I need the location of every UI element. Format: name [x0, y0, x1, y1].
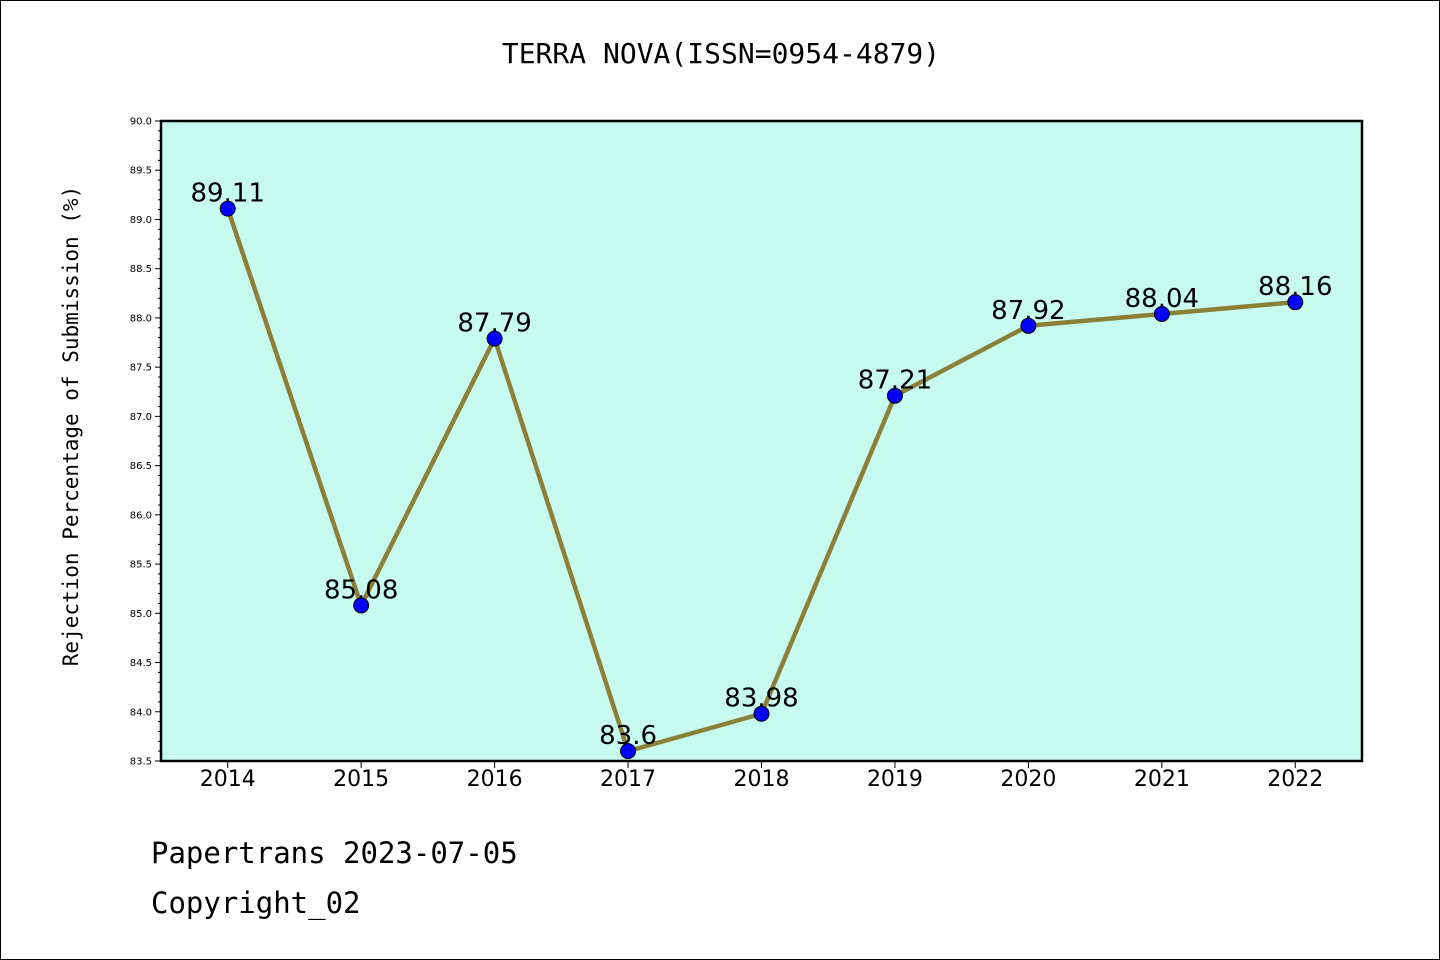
data-label: 85.08	[324, 575, 398, 605]
y-tick-label: 86.0	[130, 510, 152, 521]
y-tick-label: 87.5	[130, 363, 152, 374]
y-tick-label: 84.5	[130, 658, 152, 669]
data-point	[753, 705, 770, 722]
data-point	[1153, 305, 1170, 322]
x-tick-label: 2018	[734, 767, 790, 792]
data-point	[486, 330, 503, 347]
data-point	[219, 200, 236, 217]
data-label: 83.6	[599, 721, 657, 751]
footer-copyright: Copyright_02	[151, 886, 361, 920]
x-tick-label: 2021	[1134, 767, 1190, 792]
x-tick-label: 2015	[333, 767, 389, 792]
y-tick-label: 88.5	[130, 264, 152, 275]
y-tick-label: 85.0	[130, 609, 152, 620]
data-label: 88.04	[1125, 284, 1199, 314]
data-point	[1287, 294, 1304, 311]
x-tick-label: 2022	[1267, 767, 1323, 792]
data-label: 87.21	[858, 366, 932, 396]
data-label: 87.79	[457, 309, 531, 339]
data-point	[1020, 317, 1037, 334]
data-point	[620, 743, 637, 760]
plot-border	[159, 119, 1364, 763]
chart-title: TERRA NOVA(ISSN=0954-4879)	[501, 37, 941, 70]
y-tick-label: 89.0	[130, 215, 152, 226]
data-label: 88.16	[1258, 272, 1332, 302]
data-label: 87.92	[991, 296, 1065, 326]
y-tick-label: 85.5	[130, 560, 152, 571]
x-tick-label: 2014	[200, 767, 256, 792]
data-label: 89.11	[191, 179, 265, 209]
data-point	[886, 387, 903, 404]
y-tick-label: 83.5	[130, 757, 152, 768]
y-tick-label: 89.5	[130, 166, 152, 177]
y-axis-title: Rejection Percentage of Submission (%)	[59, 186, 83, 666]
y-axis: 83.5 84.0 84.5 85.0 85.5 86.0 86.5 87.0 87.5 88.0…	[130, 117, 161, 768]
data-point	[353, 597, 370, 614]
y-tick-label: 86.5	[130, 461, 152, 472]
y-tick-label: 90.0	[130, 117, 152, 128]
x-tick-label: 2019	[867, 767, 923, 792]
x-tick-label: 2020	[1000, 767, 1056, 792]
y-tick-label: 88.0	[130, 313, 152, 324]
x-axis: 2014 2015 2016 2017 2018 2019 2020 2021 2022	[200, 761, 1323, 792]
footer-date: Papertrans 2023-07-05	[151, 836, 518, 870]
y-tick-label: 84.0	[130, 707, 152, 718]
plot-area	[161, 121, 1362, 761]
data-label: 83.98	[724, 684, 798, 714]
x-tick-label: 2016	[467, 767, 523, 792]
data-series: 89.11 85.08 87.79 83.6 83.98 87.21 87.92 88.04 8…	[191, 179, 1332, 760]
y-tick-label: 87.0	[130, 412, 152, 423]
x-tick-label: 2017	[600, 767, 656, 792]
